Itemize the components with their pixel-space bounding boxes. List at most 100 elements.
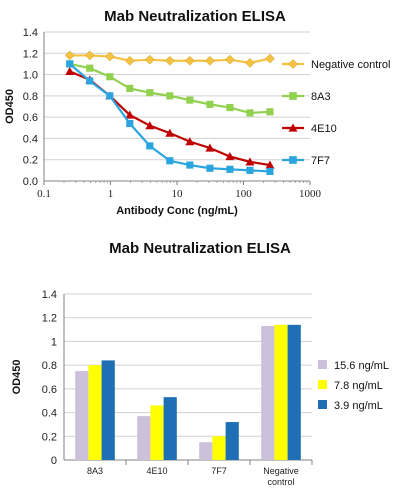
y-tick-label: 1.4	[23, 27, 38, 39]
x-axis-label: Antibody Conc (ng/mL)	[116, 205, 238, 217]
bar	[88, 365, 102, 460]
legend-label: 7F7	[311, 155, 330, 167]
data-point	[125, 110, 135, 119]
bar	[75, 371, 89, 460]
legend-label: 3.9 ng/mL	[334, 400, 383, 412]
y-tick-label: 0.4	[42, 408, 57, 420]
y-tick-label: 0.0	[23, 176, 38, 188]
y-tick-label: 0.4	[23, 133, 38, 145]
data-point	[205, 143, 215, 152]
bar	[199, 442, 213, 460]
data-point	[225, 152, 235, 161]
legend-swatch	[318, 400, 327, 409]
data-point	[106, 73, 114, 81]
bar	[163, 397, 177, 460]
data-point	[246, 166, 254, 174]
legend-marker	[289, 156, 297, 164]
y-axis-label: OD450	[4, 89, 16, 124]
data-point	[86, 64, 94, 72]
data-point	[126, 84, 134, 92]
data-point	[165, 128, 175, 137]
bar	[274, 324, 288, 460]
legend-label: Negative control	[311, 59, 391, 71]
legend-marker	[288, 123, 298, 132]
bar	[150, 405, 164, 460]
data-point	[146, 142, 154, 150]
bar	[261, 326, 275, 460]
y-tick-label: 0.8	[42, 360, 57, 372]
legend-marker	[288, 59, 298, 69]
legend-label: 8A3	[311, 91, 331, 103]
y-tick-label: 0.2	[23, 155, 38, 167]
y-tick-label: 0.2	[42, 431, 57, 443]
category-label: Negative	[263, 466, 299, 476]
data-point	[265, 53, 275, 64]
y-tick-label: 0.6	[42, 384, 57, 396]
y-tick-label: 1.2	[23, 48, 38, 60]
data-point	[84, 50, 95, 61]
legend-marker	[289, 92, 297, 100]
data-point	[186, 96, 194, 104]
data-point	[86, 77, 94, 85]
x-tick-label: 100	[235, 188, 252, 200]
y-tick-label: 1.4	[42, 289, 57, 301]
y-tick-label: 1.2	[42, 313, 57, 325]
y-tick-label: 0.6	[23, 112, 38, 124]
data-point	[145, 121, 155, 130]
chart-title: Mab Neutralization ELISA	[109, 240, 291, 257]
x-tick-label: 1	[108, 188, 114, 200]
bar	[287, 324, 301, 460]
chart-title: Mab Neutralization ELISA	[104, 8, 286, 25]
category-label: 4E10	[146, 466, 167, 476]
data-point	[245, 58, 255, 68]
data-point	[266, 167, 274, 175]
y-tick-label: 0	[51, 455, 57, 467]
data-point	[144, 54, 155, 65]
bar-chart: Mab Neutralization ELISA 0 0.2 0.4 0.6 0.8 1 1.…	[11, 240, 389, 487]
data-point	[166, 92, 174, 100]
y-tick-label: 1	[51, 336, 57, 348]
data-point	[265, 160, 275, 169]
data-point	[126, 119, 134, 128]
data-point	[205, 55, 215, 66]
legend-label: 7.8 ng/mL	[334, 380, 383, 392]
data-point	[186, 161, 194, 169]
data-point	[64, 50, 75, 61]
legend-swatch	[318, 380, 327, 389]
bar	[225, 422, 239, 460]
y-tick-label: 0.8	[23, 91, 38, 103]
legend-swatch	[318, 360, 327, 369]
legend-label: 4E10	[311, 123, 337, 135]
bar	[137, 416, 151, 460]
series-line	[69, 70, 271, 167]
data-point	[225, 54, 235, 65]
category-label: control	[267, 477, 294, 487]
category-label: 8A3	[87, 466, 103, 476]
data-point	[246, 109, 254, 117]
data-point	[185, 137, 195, 146]
series-line	[69, 63, 271, 173]
category-label: 7F7	[211, 466, 227, 476]
data-point	[164, 55, 175, 66]
data-point	[245, 157, 255, 166]
line-chart: Mab Neutralization ELISA 0.0 0.2 0.4 0.6 0.8 1…	[4, 8, 391, 217]
data-point	[206, 100, 214, 108]
x-tick-label: 0.1	[37, 188, 51, 200]
data-point	[226, 103, 234, 112]
y-tick-label: 1.0	[23, 70, 38, 82]
y-axis-label: OD450	[11, 360, 23, 395]
bar	[101, 360, 115, 460]
data-point	[106, 92, 114, 100]
data-point	[166, 157, 174, 165]
x-tick-label: 10	[172, 188, 184, 200]
legend-label: 15.6 ng/mL	[334, 360, 389, 372]
data-point	[146, 89, 154, 97]
data-point	[66, 60, 74, 68]
data-point	[184, 55, 195, 66]
bar	[212, 436, 226, 460]
x-tick-label: 1000	[299, 188, 322, 200]
data-point	[65, 66, 75, 75]
data-point	[266, 108, 274, 116]
data-point	[226, 165, 234, 173]
data-point	[124, 55, 135, 66]
